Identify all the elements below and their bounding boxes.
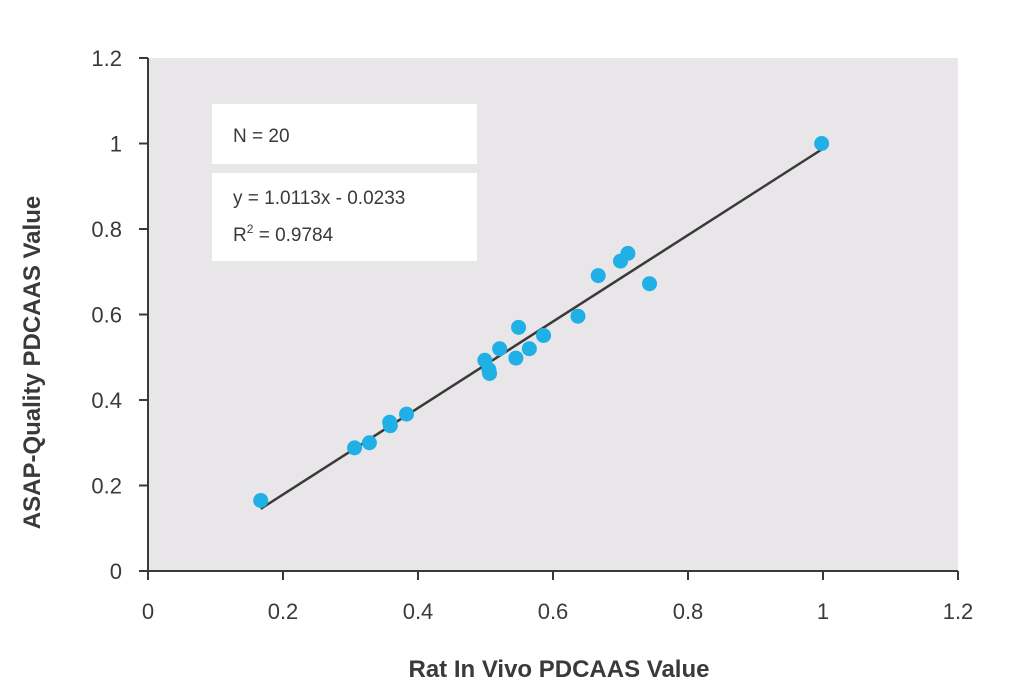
data-point — [399, 406, 415, 422]
y-tick-label: 0.8 — [91, 217, 122, 242]
data-point — [361, 435, 377, 451]
r-squared-superscript: 2 — [247, 222, 254, 236]
r-squared-value: = 0.9784 — [253, 225, 333, 246]
annotation-n-background — [212, 104, 477, 164]
data-point — [521, 341, 537, 357]
x-tick-label: 1.2 — [943, 599, 974, 624]
annotation-n-box: N = 20 — [212, 104, 477, 164]
data-point — [253, 492, 269, 508]
x-tick-label: 0.4 — [403, 599, 434, 624]
y-tick-label: 0.6 — [91, 303, 122, 328]
annotation-n-text: N = 20 — [233, 126, 290, 147]
y-axis-title: ASAP-Quality PDCAAS Value — [19, 196, 46, 529]
data-point — [511, 319, 527, 335]
tick-labels-layer: 0 0.2 0.4 0.6 0.8 1 1.2 0 0.2 0.4 0.6 0.8 1 1.2 — [91, 46, 973, 624]
x-tick-label: 0.8 — [673, 599, 704, 624]
x-tick-label: 0.2 — [268, 599, 299, 624]
x-tick-label: 0 — [142, 599, 154, 624]
x-axis-title: Rat In Vivo PDCAAS Value — [409, 656, 710, 683]
annotation-equation-box: y = 1.0113x - 0.0233 R2 = 0.9784 — [212, 173, 477, 261]
y-tick-label: 0 — [110, 559, 122, 584]
r-squared-text: R2 = 0.9784 — [233, 222, 334, 246]
points-layer — [253, 136, 830, 508]
data-point — [642, 276, 658, 292]
x-tick-label: 0.6 — [538, 599, 569, 624]
y-tick-label: 0.2 — [91, 474, 122, 499]
data-point — [620, 245, 636, 261]
data-point — [492, 341, 508, 357]
data-point — [347, 440, 363, 456]
data-point — [482, 365, 498, 381]
y-tick-label: 1 — [110, 132, 122, 157]
data-point — [590, 268, 606, 284]
r-squared-prefix: R — [233, 225, 247, 246]
annotation-equation-background — [212, 173, 477, 261]
data-point — [382, 418, 398, 434]
data-point — [570, 308, 586, 324]
data-point — [536, 327, 552, 343]
y-tick-label: 1.2 — [91, 46, 122, 71]
y-tick-label: 0.4 — [91, 388, 122, 413]
equation-text: y = 1.0113x - 0.0233 — [233, 188, 405, 209]
data-point — [814, 136, 830, 151]
axes-layer — [139, 57, 959, 580]
data-point — [508, 350, 524, 366]
x-tick-label: 1 — [817, 599, 829, 624]
